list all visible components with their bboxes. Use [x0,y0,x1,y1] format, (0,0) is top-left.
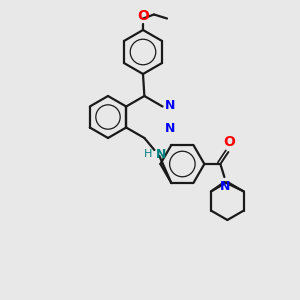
Text: H: H [144,149,152,159]
Text: N: N [156,148,167,160]
Text: N: N [165,99,175,112]
Text: O: O [137,8,149,22]
Text: N: N [165,122,175,135]
Text: N: N [220,180,231,193]
Text: O: O [224,135,235,149]
